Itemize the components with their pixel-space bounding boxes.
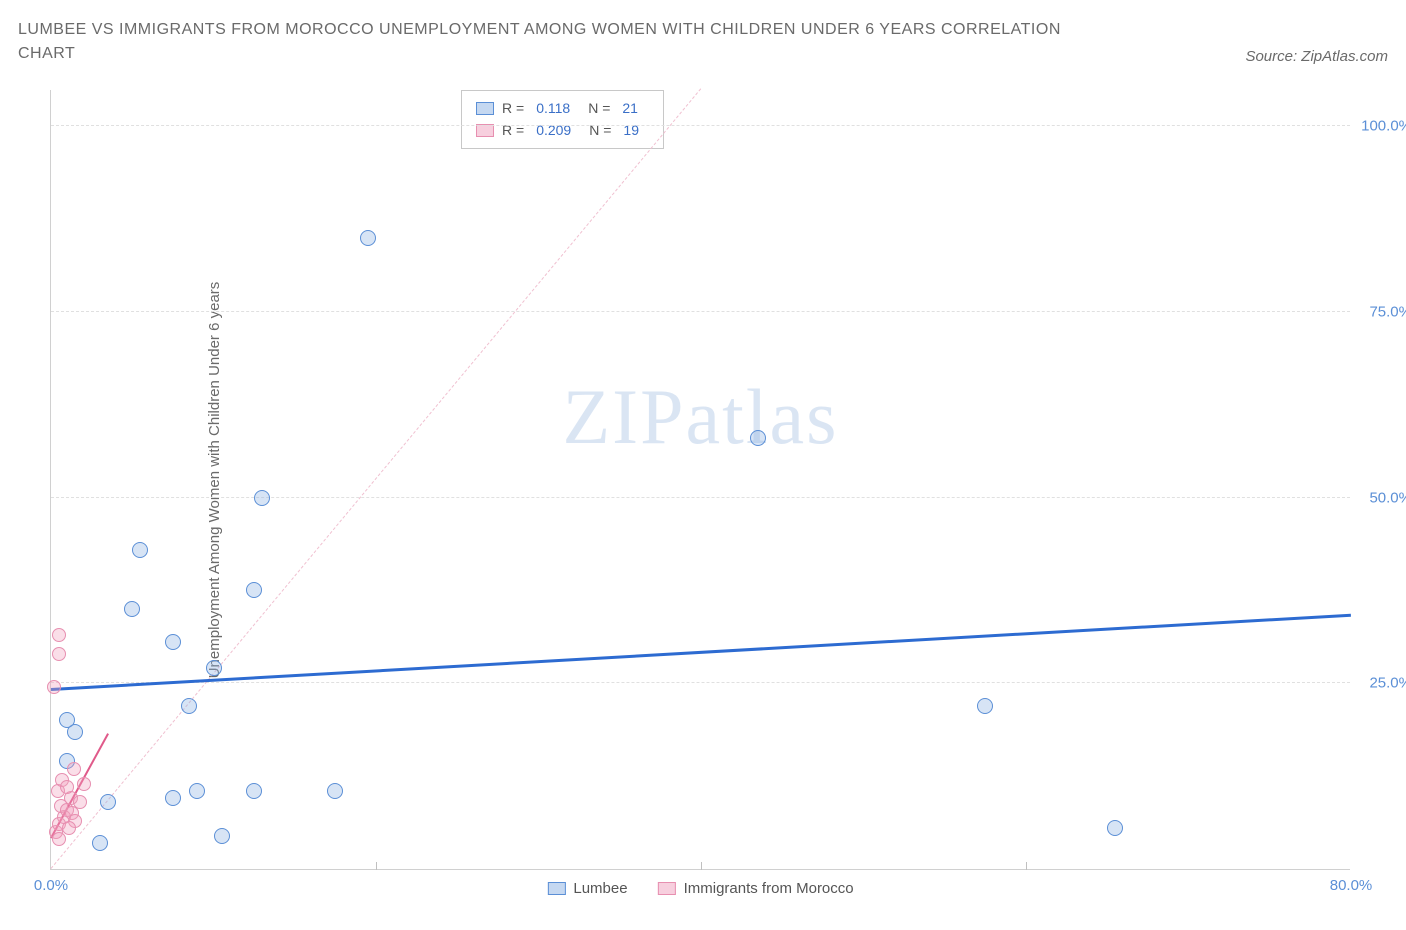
y-axis-title: Unemployment Among Women with Children U… [206, 281, 223, 678]
watermark: ZIPatlas [563, 372, 839, 462]
legend-item-lumbee[interactable]: Lumbee [547, 880, 627, 897]
gridline [51, 497, 1350, 498]
n-label: N = [589, 119, 611, 141]
data-point-lumbee[interactable] [214, 828, 230, 844]
data-point-morocco[interactable] [52, 832, 66, 846]
legend-stats-box: R = 0.118 N = 21 R = 0.209 N = 19 [461, 90, 664, 149]
data-point-morocco[interactable] [47, 680, 61, 694]
legend-label-morocco: Immigrants from Morocco [684, 880, 854, 897]
r-label: R = [502, 97, 524, 119]
data-point-morocco[interactable] [77, 777, 91, 791]
data-point-lumbee[interactable] [246, 783, 262, 799]
gridline [51, 125, 1350, 126]
data-point-lumbee[interactable] [750, 430, 766, 446]
data-point-morocco[interactable] [52, 647, 66, 661]
data-point-lumbee[interactable] [165, 790, 181, 806]
diagonal-reference-line [51, 88, 702, 869]
data-point-morocco[interactable] [73, 795, 87, 809]
x-tick-label: 0.0% [34, 877, 68, 894]
n-value-lumbee: 21 [622, 97, 638, 119]
data-point-morocco[interactable] [67, 762, 81, 776]
legend-swatch-blue [547, 882, 565, 895]
data-point-lumbee[interactable] [59, 712, 75, 728]
data-point-morocco[interactable] [60, 780, 74, 794]
chart-source: Source: ZipAtlas.com [1245, 48, 1388, 65]
data-point-lumbee[interactable] [977, 698, 993, 714]
gridline [51, 311, 1350, 312]
r-value-morocco: 0.209 [536, 119, 571, 141]
legend-swatch-pink [658, 882, 676, 895]
legend-label-lumbee: Lumbee [573, 880, 627, 897]
y-tick-label: 100.0% [1361, 118, 1406, 135]
data-point-morocco[interactable] [62, 821, 76, 835]
r-value-lumbee: 0.118 [536, 97, 570, 119]
data-point-lumbee[interactable] [92, 835, 108, 851]
chart-title: LUMBEE VS IMMIGRANTS FROM MOROCCO UNEMPL… [18, 18, 1118, 66]
gridline [51, 682, 1350, 683]
y-tick-label: 50.0% [1369, 489, 1406, 506]
data-point-lumbee[interactable] [189, 783, 205, 799]
data-point-lumbee[interactable] [327, 783, 343, 799]
legend-stats-row-morocco: R = 0.209 N = 19 [476, 119, 649, 141]
n-value-morocco: 19 [623, 119, 639, 141]
x-tick-mark [1026, 862, 1027, 870]
data-point-lumbee[interactable] [132, 542, 148, 558]
data-point-lumbee[interactable] [181, 698, 197, 714]
chart-plot-area: Unemployment Among Women with Children U… [50, 90, 1350, 870]
legend-item-morocco[interactable]: Immigrants from Morocco [658, 880, 854, 897]
data-point-lumbee[interactable] [254, 490, 270, 506]
watermark-atlas: atlas [686, 373, 839, 460]
data-point-lumbee[interactable] [124, 601, 140, 617]
y-tick-label: 75.0% [1369, 303, 1406, 320]
data-point-lumbee[interactable] [100, 794, 116, 810]
data-point-lumbee[interactable] [1107, 820, 1123, 836]
data-point-lumbee[interactable] [165, 634, 181, 650]
legend-series: Lumbee Immigrants from Morocco [547, 880, 853, 897]
data-point-lumbee[interactable] [206, 660, 222, 676]
x-tick-mark [701, 862, 702, 870]
data-point-lumbee[interactable] [360, 230, 376, 246]
trendline-lumbee [51, 613, 1351, 690]
legend-swatch-blue [476, 102, 494, 115]
data-point-lumbee[interactable] [246, 582, 262, 598]
watermark-zip: ZIP [563, 373, 686, 460]
r-label: R = [502, 119, 524, 141]
chart-header: LUMBEE VS IMMIGRANTS FROM MOROCCO UNEMPL… [18, 18, 1388, 66]
n-label: N = [588, 97, 610, 119]
x-tick-label: 80.0% [1330, 877, 1373, 894]
legend-stats-row-lumbee: R = 0.118 N = 21 [476, 97, 649, 119]
data-point-morocco[interactable] [52, 628, 66, 642]
x-tick-mark [376, 862, 377, 870]
y-tick-label: 25.0% [1369, 675, 1406, 692]
